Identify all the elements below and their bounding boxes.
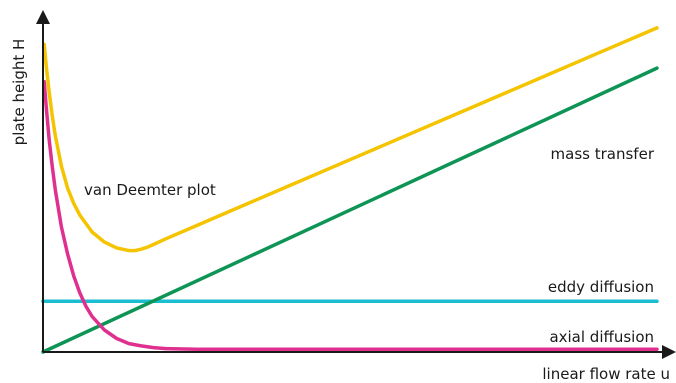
mass-transfer-label: mass transfer: [551, 145, 655, 163]
x-axis-label: linear flow rate u: [542, 365, 670, 383]
series-line-van-deemter-plot: [42, 26, 659, 253]
van-deemter-label: van Deemter plot: [84, 181, 216, 199]
y-axis-label: plate height H: [10, 39, 28, 146]
series-line-axial-diffusion: [42, 79, 659, 352]
series-line-mass-transfer: [41, 66, 659, 354]
eddy-diffusion-label: eddy diffusion: [548, 278, 654, 296]
series-layer: [41, 26, 659, 354]
y-axis-arrow: [36, 10, 50, 24]
axial-diffusion-label: axial diffusion: [549, 328, 654, 346]
x-axis-arrow: [662, 345, 676, 359]
